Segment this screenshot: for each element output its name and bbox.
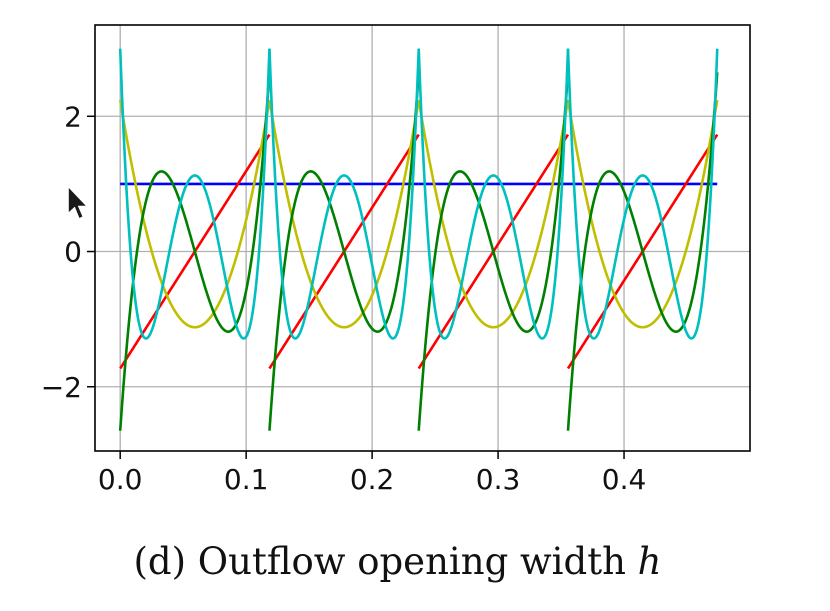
series-4-line-period-2 [417, 48, 570, 340]
series-2-line-period-2 [417, 99, 570, 329]
series-3-line-period-3 [566, 72, 719, 431]
series-2-line-period-3 [566, 99, 719, 329]
series-3-line-period-1 [268, 72, 421, 431]
series-4-line-period-3 [566, 48, 719, 340]
y-tick-label: 0 [64, 236, 82, 269]
chart: 0.0 0.1 0.2 0.3 0.4 2 0 −2 [41, 24, 751, 496]
caption-text: (d) Outflow opening width [133, 540, 638, 583]
x-tick-label: 0.1 [224, 463, 269, 496]
caption-math-variable: h [637, 540, 662, 583]
series-4-line-period-0 [118, 48, 271, 340]
x-tick-label: 0.0 [98, 463, 143, 496]
x-tick-label: 0.3 [476, 463, 521, 496]
figure-caption: (d) Outflow opening width h [0, 540, 795, 583]
series-3-line-period-2 [417, 72, 570, 431]
x-tick-label: 0.2 [350, 463, 395, 496]
mouse-cursor-icon [67, 184, 90, 221]
y-tick-label: 2 [64, 100, 82, 133]
series-4-line-period-1 [268, 48, 421, 340]
series-3-line-period-0 [118, 72, 271, 431]
plot-frame [94, 24, 751, 452]
series-2-line-period-1 [268, 99, 421, 329]
x-tick-label: 0.4 [602, 463, 647, 496]
y-tick-label: −2 [41, 371, 82, 404]
series-2-line-period-0 [118, 99, 271, 329]
